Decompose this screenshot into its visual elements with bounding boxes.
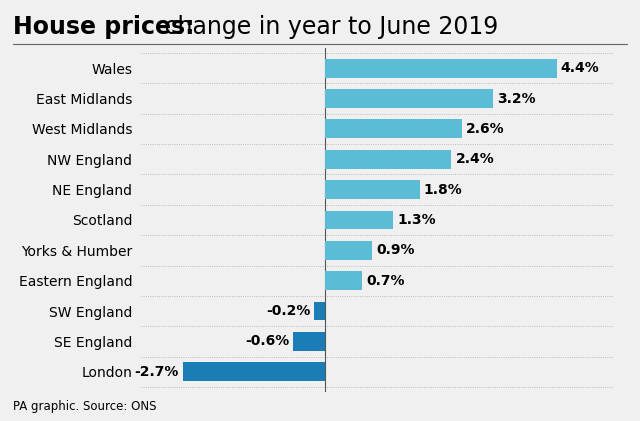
Bar [314, 302, 325, 320]
Bar [325, 59, 557, 77]
Bar [325, 150, 451, 169]
Text: change in year to June 2019: change in year to June 2019 [157, 15, 498, 39]
Text: House prices:: House prices: [13, 15, 195, 39]
Bar [183, 362, 325, 381]
Text: 3.2%: 3.2% [497, 91, 536, 106]
Bar [325, 241, 372, 260]
Text: 0.9%: 0.9% [376, 243, 415, 257]
Text: PA graphic. Source: ONS: PA graphic. Source: ONS [13, 400, 156, 413]
Text: 4.4%: 4.4% [561, 61, 600, 75]
Text: 2.4%: 2.4% [456, 152, 494, 166]
Text: -2.7%: -2.7% [134, 365, 179, 379]
Bar [325, 120, 462, 138]
Text: 1.3%: 1.3% [397, 213, 436, 227]
Text: -0.6%: -0.6% [245, 334, 289, 349]
Bar [325, 271, 362, 290]
Text: -0.2%: -0.2% [266, 304, 310, 318]
Text: 1.8%: 1.8% [424, 183, 463, 197]
Bar [325, 180, 420, 199]
Bar [325, 89, 493, 108]
Bar [325, 210, 394, 229]
Text: 2.6%: 2.6% [466, 122, 504, 136]
Bar [293, 332, 325, 351]
Text: 0.7%: 0.7% [366, 274, 404, 288]
